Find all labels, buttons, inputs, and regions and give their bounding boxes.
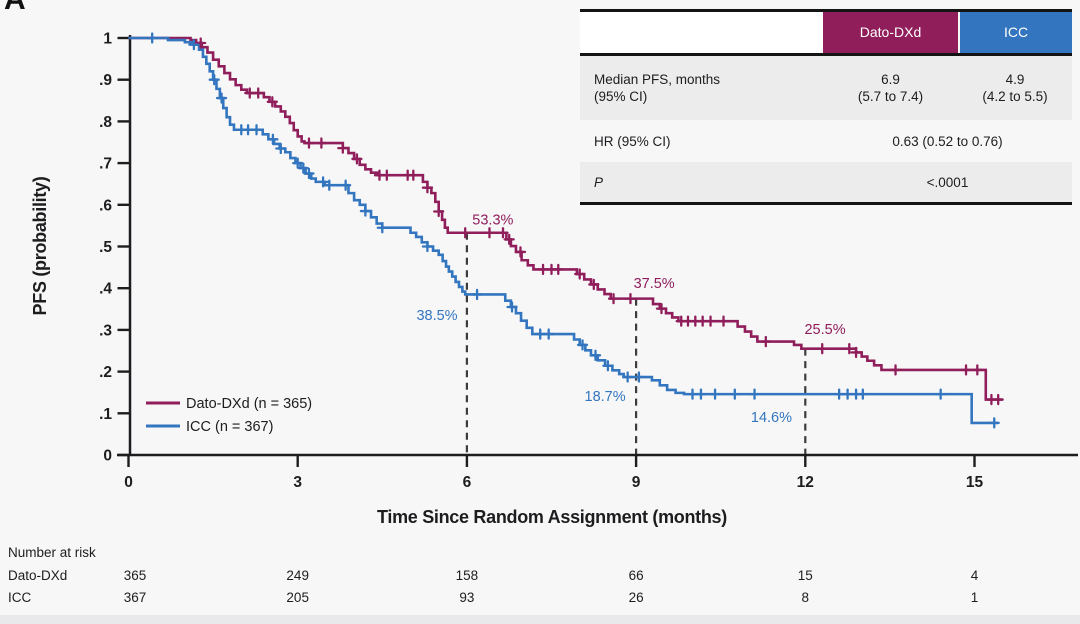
- median-pfs-dato-value: 6.9 (5.7 to 7.4): [857, 72, 924, 104]
- y-tick-label: .4: [99, 281, 112, 298]
- y-tick-label: .6: [99, 197, 112, 214]
- x-tick-label: 0: [124, 474, 133, 491]
- annotation-38.5pct: 38.5%: [416, 308, 457, 324]
- risk-value-icc-6mo: 93: [459, 590, 475, 605]
- risk-value-icc-0mo: 367: [123, 590, 147, 605]
- stats-row-p-value: P <.0001: [580, 162, 1072, 202]
- annotation-53.3pct: 53.3%: [472, 212, 513, 228]
- axis-ticks: 0 .1 .2 .3 .4 .5 .6 .7 .8 .9 1 0 3 6 9 12 15: [99, 31, 983, 492]
- y-tick-label: 0: [103, 448, 112, 465]
- stats-table-header: Dato-DXd ICC: [580, 12, 1072, 56]
- annotation-25.5pct: 25.5%: [804, 322, 845, 338]
- risk-value-dato-dxd-0mo: 365: [123, 568, 147, 583]
- median-pfs-icc-value: 4.9 (4.2 to 5.5): [982, 72, 1048, 104]
- stats-row-median-pfs: Median PFS, months (95% CI) 6.9 (5.7 to …: [580, 56, 1072, 120]
- x-tick-label: 3: [293, 474, 302, 491]
- median-pfs-label: Median PFS, months (95% CI): [594, 72, 721, 104]
- annotation-14.6pct: 14.6%: [751, 410, 792, 426]
- y-tick-label: .5: [99, 239, 112, 256]
- panel-label: A: [4, 0, 26, 17]
- legend-label-dato: Dato-DXd (n = 365): [186, 396, 312, 412]
- p-value: <.0001: [926, 174, 969, 190]
- risk-value-icc-12mo: 8: [801, 590, 810, 605]
- percent-annotations: 53.3% 37.5% 25.5% 38.5% 18.7% 14.6%: [416, 212, 845, 426]
- stats-header-icc-cell: ICC: [958, 12, 1072, 53]
- y-tick-label: 1: [103, 31, 112, 48]
- hr-label: HR (95% CI): [594, 133, 671, 149]
- risk-value-dato-dxd-6mo: 158: [455, 568, 479, 583]
- legend-label-icc: ICC (n = 367): [186, 419, 273, 435]
- risk-row-label-icc: ICC: [8, 590, 32, 605]
- risk-value-dato-dxd-3mo: 249: [286, 568, 309, 583]
- x-tick-label: 15: [966, 474, 984, 491]
- bottom-strip: [0, 615, 1080, 624]
- hr-value: 0.63 (0.52 to 0.76): [892, 133, 1003, 149]
- risk-value-icc-15mo: 1: [970, 590, 979, 605]
- risk-value-dato-dxd-9mo: 66: [628, 568, 644, 583]
- y-tick-label: .7: [99, 156, 112, 173]
- stats-table: Dato-DXd ICC Median PFS, months (95% CI)…: [580, 9, 1072, 205]
- y-tick-label: .3: [99, 322, 112, 339]
- risk-table-title: Number at risk: [8, 545, 96, 560]
- censor-marks: [146, 32, 1004, 429]
- y-tick-label: .2: [99, 364, 112, 381]
- y-tick-label: .9: [99, 72, 112, 89]
- risk-value-icc-3mo: 205: [286, 590, 309, 605]
- x-tick-label: 6: [463, 474, 472, 491]
- x-axis-title: Time Since Random Assignment (months): [377, 507, 727, 527]
- stats-header-blank-cell: [580, 12, 823, 53]
- legend: Dato-DXd (n = 365) ICC (n = 367): [146, 396, 312, 435]
- p-label: P: [594, 174, 604, 190]
- stats-row-hazard-ratio: HR (95% CI) 0.63 (0.52 to 0.76): [580, 120, 1072, 162]
- stats-header-dato-cell: Dato-DXd: [823, 12, 958, 53]
- annotation-18.7pct: 18.7%: [585, 389, 626, 405]
- km-chart: 0 .1 .2 .3 .4 .5 .6 .7 .8 .9 1 0 3 6 9 12 15 Time Since …: [30, 31, 1078, 527]
- x-tick-label: 9: [632, 474, 641, 491]
- risk-value-dato-dxd-12mo: 15: [797, 568, 813, 583]
- y-tick-label: .8: [99, 114, 112, 131]
- risk-value-icc-9mo: 26: [628, 590, 644, 605]
- y-axis-title: PFS (probability): [30, 176, 50, 315]
- risk-value-dato-dxd-15mo: 4: [970, 568, 979, 583]
- y-tick-label: .1: [99, 406, 112, 423]
- annotation-37.5pct: 37.5%: [634, 276, 675, 292]
- x-tick-label: 12: [797, 474, 814, 491]
- risk-row-label-dato: Dato-DXd: [8, 568, 68, 583]
